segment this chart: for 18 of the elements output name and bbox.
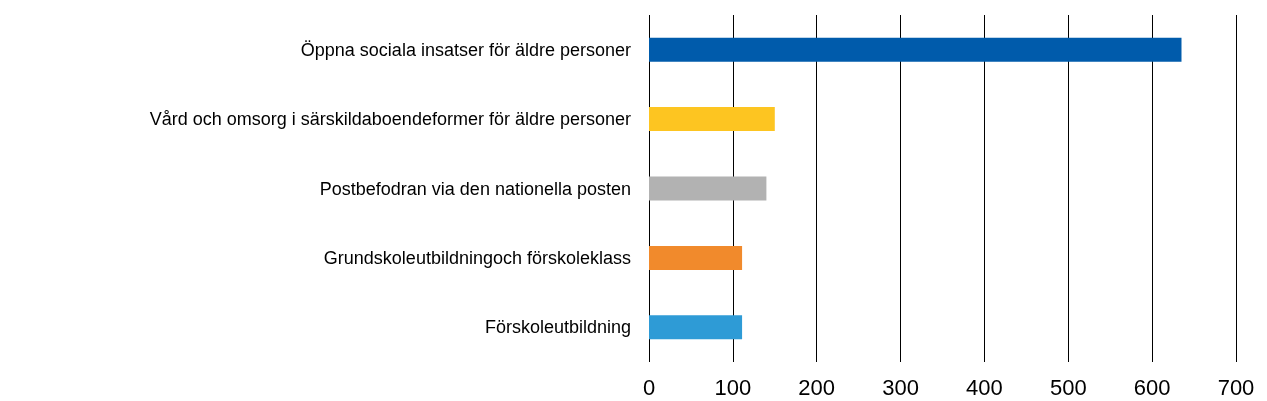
x-tick-label: 700: [1217, 374, 1255, 400]
bar: [649, 37, 1182, 62]
bar: [649, 107, 775, 132]
x-tick-label: 200: [798, 374, 836, 400]
y-tick-label: Öppna sociala insatser för äldre personer: [300, 39, 631, 60]
x-tick-label: 300: [882, 374, 919, 400]
x-tick-label: 400: [966, 374, 1003, 400]
x-tick-label: 600: [1133, 374, 1171, 400]
x-tick-label: 100: [714, 374, 752, 400]
bar: [649, 245, 743, 270]
y-tick-label: Grundskoleutbildningoch förskoleklass: [323, 247, 631, 268]
y-tick-label: Postbefodran via den nationella posten: [319, 178, 631, 199]
y-tick-label: Vård och omsorg i särskildaboendeformer för äldre personer: [149, 109, 631, 130]
bar: [649, 315, 743, 340]
bar: [649, 176, 767, 201]
y-tick-label: Förskoleutbildning: [484, 317, 631, 338]
x-tick-label: 500: [1049, 374, 1087, 400]
x-tick-label: 0: [642, 374, 656, 400]
